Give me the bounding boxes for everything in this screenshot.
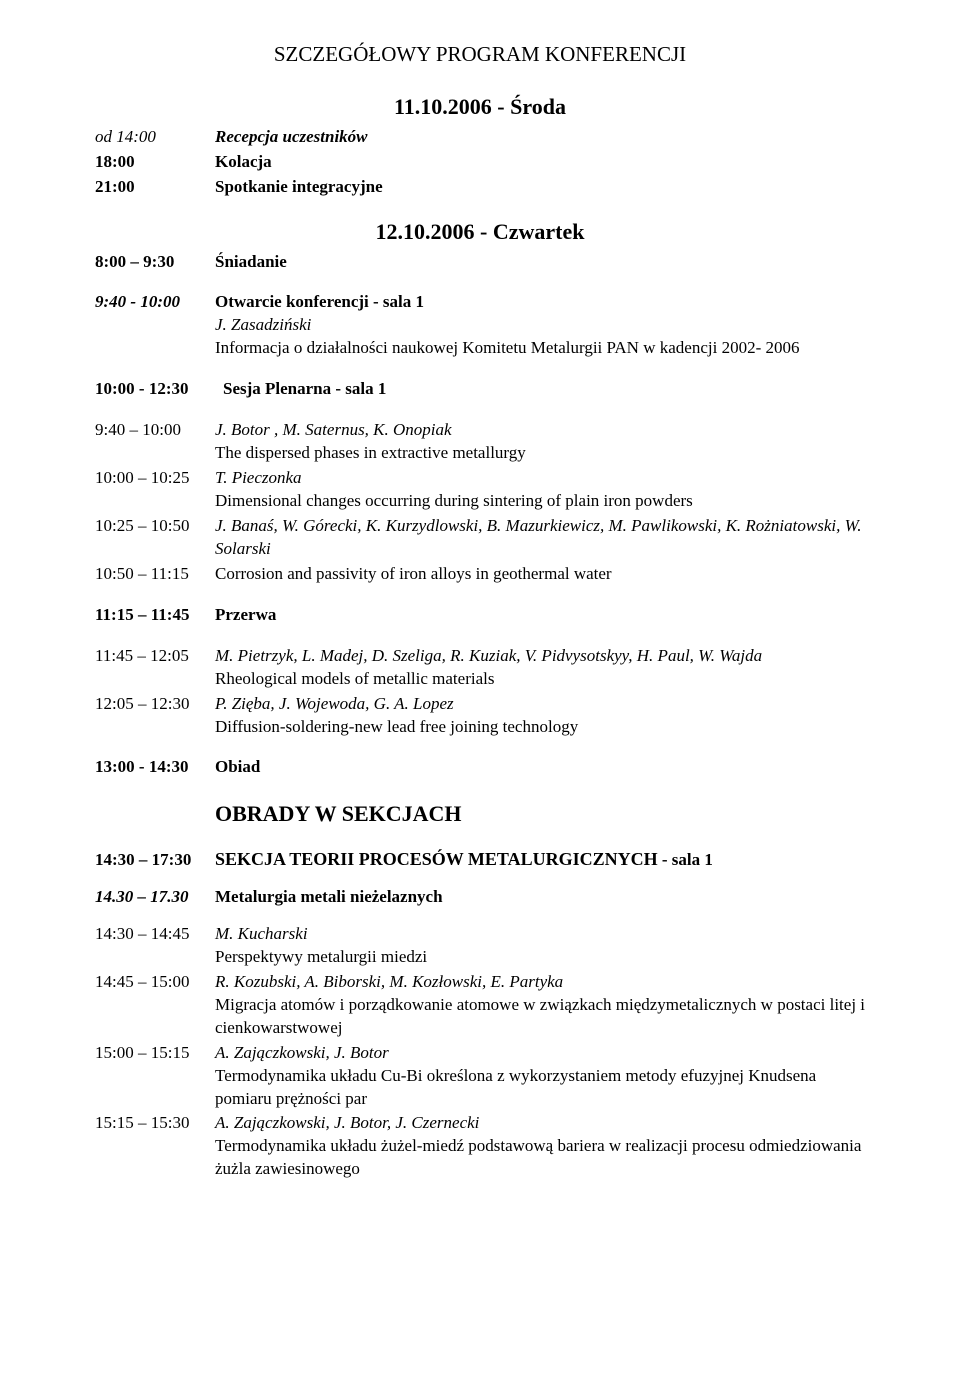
sekcja-suffix: - sala 1 (658, 850, 713, 869)
talk-desc: Termodynamika układu Cu-Bi określona z w… (215, 1065, 865, 1111)
talk-row: 10:00 – 10:25 T. Pieczonka Dimensional c… (95, 467, 865, 513)
talk-row: 15:15 – 15:30 A. Zajączkowski, J. Botor,… (95, 1112, 865, 1181)
opening-author: J. Zasadziński (215, 314, 865, 337)
time-label: 9:40 – 10:00 (95, 419, 215, 465)
opening-title: Otwarcie konferencji - sala 1 (215, 291, 865, 314)
break-label: Przerwa (215, 604, 865, 627)
plenary-label: Sesja Plenarna - sala 1 (223, 378, 865, 401)
schedule-row: 21:00 Spotkanie integracyjne (95, 176, 865, 199)
sekcja-title: SEKCJA TEORII PROCESÓW METALURGICZNYCH (215, 849, 658, 869)
event-label: Śniadanie (215, 251, 865, 274)
talk-author: J. Botor , M. Saternus, K. Onopiak (215, 420, 452, 439)
time-label: 14:30 – 14:45 (95, 923, 215, 969)
time-label: 10:50 – 11:15 (95, 563, 215, 586)
schedule-row: 18:00 Kolacja (95, 151, 865, 174)
talk-row: 14:45 – 15:00 R. Kozubski, A. Biborski, … (95, 971, 865, 1040)
time-label: 10:00 – 10:25 (95, 467, 215, 513)
talk-desc: Diffusion-soldering-new lead free joinin… (215, 716, 865, 739)
time-label: 12:05 – 12:30 (95, 693, 215, 739)
date-header-1: 11.10.2006 - Środa (95, 92, 865, 122)
date-header-2: 12.10.2006 - Czwartek (95, 217, 865, 247)
talk-author: M. Kucharski (215, 924, 308, 943)
talk-author: M. Pietrzyk, L. Madej, D. Szeliga, R. Ku… (215, 646, 762, 665)
talk-author: R. Kozubski, A. Biborski, M. Kozłowski, … (215, 972, 563, 991)
time-label: 14:30 – 17:30 (95, 849, 215, 872)
time-label: 8:00 – 9:30 (95, 251, 215, 274)
talk-desc: Rheological models of metallic materials (215, 668, 865, 691)
event-label: Kolacja (215, 151, 865, 174)
subsection-label: Metalurgia metali nieżelaznych (215, 886, 865, 909)
talk-row: 14:30 – 14:45 M. Kucharski Perspektywy m… (95, 923, 865, 969)
talk-row: 15:00 – 15:15 A. Zajączkowski, J. Botor … (95, 1042, 865, 1111)
talk-author: A. Zajączkowski, J. Botor, J. Czernecki (215, 1113, 479, 1132)
document-title: SZCZEGÓŁOWY PROGRAM KONFERENCJI (95, 40, 865, 68)
time-label: 10:00 - 12:30 (95, 378, 223, 401)
obrady-title: OBRADY W SEKCJACH (215, 799, 865, 829)
opening-desc: Informacja o działalności naukowej Komit… (215, 337, 865, 360)
talk-desc: Termodynamika układu żużel-miedź podstaw… (215, 1135, 865, 1181)
talk-author: A. Zajączkowski, J. Botor (215, 1043, 389, 1062)
lunch-label: Obiad (215, 756, 865, 779)
talk-author: T. Pieczonka (215, 468, 302, 487)
subsection-row: 14.30 – 17.30 Metalurgia metali nieżelaz… (95, 886, 865, 909)
time-label: 14.30 – 17.30 (95, 886, 215, 909)
talk-desc: Dimensional changes occurring during sin… (215, 490, 865, 513)
plenary-row: 10:00 - 12:30 Sesja Plenarna - sala 1 (95, 378, 865, 401)
schedule-row: od 14:00 Recepcja uczestników (95, 126, 865, 149)
event-label: Spotkanie integracyjne (215, 176, 865, 199)
lunch-row: 13:00 - 14:30 Obiad (95, 756, 865, 779)
talk-author: P. Zięba, J. Wojewoda, G. A. Lopez (215, 694, 454, 713)
talk-row: 10:25 – 10:50 J. Banaś, W. Górecki, K. K… (95, 515, 865, 561)
talk-desc: The dispersed phases in extractive metal… (215, 442, 865, 465)
talk-author: J. Banaś, W. Górecki, K. Kurzydlowski, B… (215, 516, 861, 558)
talk-row: 10:50 – 11:15 Corrosion and passivity of… (95, 563, 865, 586)
talk-row: 12:05 – 12:30 P. Zięba, J. Wojewoda, G. … (95, 693, 865, 739)
time-label: 14:45 – 15:00 (95, 971, 215, 1040)
schedule-row: 8:00 – 9:30 Śniadanie (95, 251, 865, 274)
time-label: 13:00 - 14:30 (95, 756, 215, 779)
time-label: 15:00 – 15:15 (95, 1042, 215, 1111)
break-row: 11:15 – 11:45 Przerwa (95, 604, 865, 627)
time-label: 9:40 - 10:00 (95, 291, 215, 360)
sekcja-row: 14:30 – 17:30 SEKCJA TEORII PROCESÓW MET… (95, 847, 865, 872)
time-label: 21:00 (95, 176, 215, 199)
talk-row: 11:45 – 12:05 M. Pietrzyk, L. Madej, D. … (95, 645, 865, 691)
talk-desc: Migracja atomów i porządkowanie atomowe … (215, 994, 865, 1040)
event-label: Recepcja uczestników (215, 126, 865, 149)
talk-desc: Corrosion and passivity of iron alloys i… (215, 564, 612, 583)
time-label: 18:00 (95, 151, 215, 174)
talk-desc: Perspektywy metalurgii miedzi (215, 946, 865, 969)
time-label: 11:45 – 12:05 (95, 645, 215, 691)
time-label: 10:25 – 10:50 (95, 515, 215, 561)
time-label: 15:15 – 15:30 (95, 1112, 215, 1181)
time-label: 11:15 – 11:45 (95, 604, 215, 627)
opening-row: 9:40 - 10:00 Otwarcie konferencji - sala… (95, 291, 865, 360)
talk-row: 9:40 – 10:00 J. Botor , M. Saternus, K. … (95, 419, 865, 465)
time-label: od 14:00 (95, 126, 215, 149)
